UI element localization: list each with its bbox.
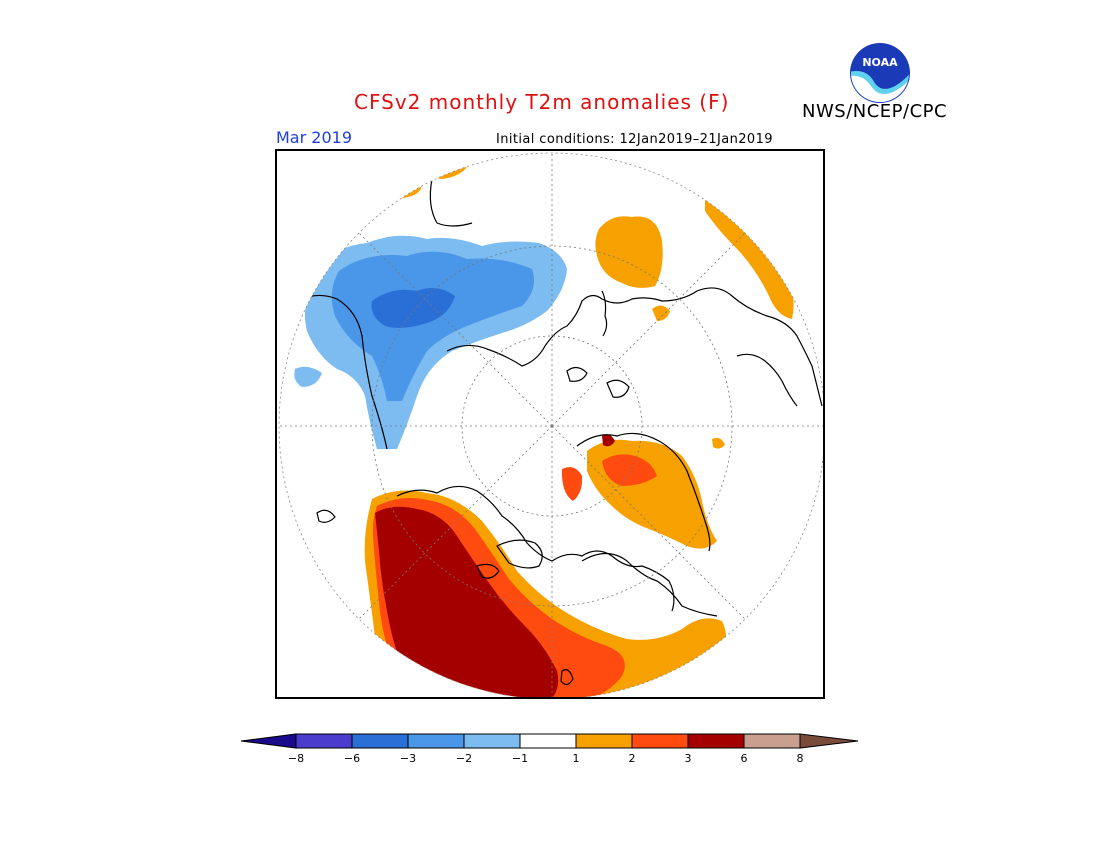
chart-title: CFSv2 monthly T2m anomalies (F)	[354, 90, 730, 114]
legend-tick: 3	[684, 752, 692, 765]
coastline	[606, 379, 630, 398]
legend-tick: −6	[343, 752, 361, 765]
legend-swatch	[351, 733, 409, 749]
legend-tick: −1	[511, 752, 529, 765]
legend-swatch	[687, 733, 745, 749]
polar-map-graphic	[278, 152, 823, 697]
warm-anomaly-region	[712, 437, 725, 449]
legend-swatch	[519, 733, 577, 749]
legend-tick: 2	[628, 752, 636, 765]
warm-anomaly-region	[602, 454, 657, 486]
legend-swatch	[743, 733, 801, 749]
coastline	[429, 178, 473, 227]
coastline	[446, 287, 823, 407]
legend-tick: −8	[287, 752, 305, 765]
forecast-month: Mar 2019	[276, 128, 352, 147]
coastline	[736, 353, 798, 407]
legend-tick: −2	[455, 752, 473, 765]
warm-anomaly-region	[587, 439, 717, 549]
coastline	[476, 563, 500, 579]
warm-anomaly-region	[422, 164, 467, 179]
legend-tick: 1	[572, 752, 580, 765]
coastline	[316, 509, 336, 523]
noaa-logo: NOAA	[850, 43, 910, 103]
warm-anomaly-region	[595, 216, 663, 288]
polar-map	[275, 149, 825, 699]
legend-swatch	[799, 733, 859, 749]
coastline	[296, 294, 388, 450]
warm-anomaly-region	[375, 506, 559, 697]
legend-swatch	[407, 733, 465, 749]
legend-swatch	[631, 733, 689, 749]
cold-anomaly-region	[294, 366, 322, 387]
coastline	[496, 539, 543, 569]
legend-tick: −3	[399, 752, 417, 765]
legend-swatch	[575, 733, 633, 749]
legend-tick: 6	[740, 752, 748, 765]
coastline	[576, 432, 711, 552]
coastline	[601, 290, 608, 337]
legend-tick: 8	[796, 752, 804, 765]
cold-anomaly-region	[331, 251, 535, 401]
agency-label: NWS/NCEP/CPC	[802, 101, 948, 122]
initial-conditions-label: Initial conditions: 12Jan2019–21Jan2019	[496, 132, 773, 147]
coastline	[566, 366, 588, 382]
legend-swatch	[240, 733, 297, 749]
coastline	[560, 669, 574, 686]
warm-anomaly-region	[561, 467, 583, 501]
cold-anomaly-region	[371, 287, 455, 328]
warm-anomaly-region	[652, 305, 670, 321]
svg-text:NOAA: NOAA	[862, 56, 898, 69]
warm-anomaly-region	[705, 199, 794, 319]
warm-anomaly-region	[602, 434, 615, 447]
coastline	[581, 552, 718, 617]
legend-swatch	[295, 733, 353, 749]
legend-swatch	[463, 733, 521, 749]
